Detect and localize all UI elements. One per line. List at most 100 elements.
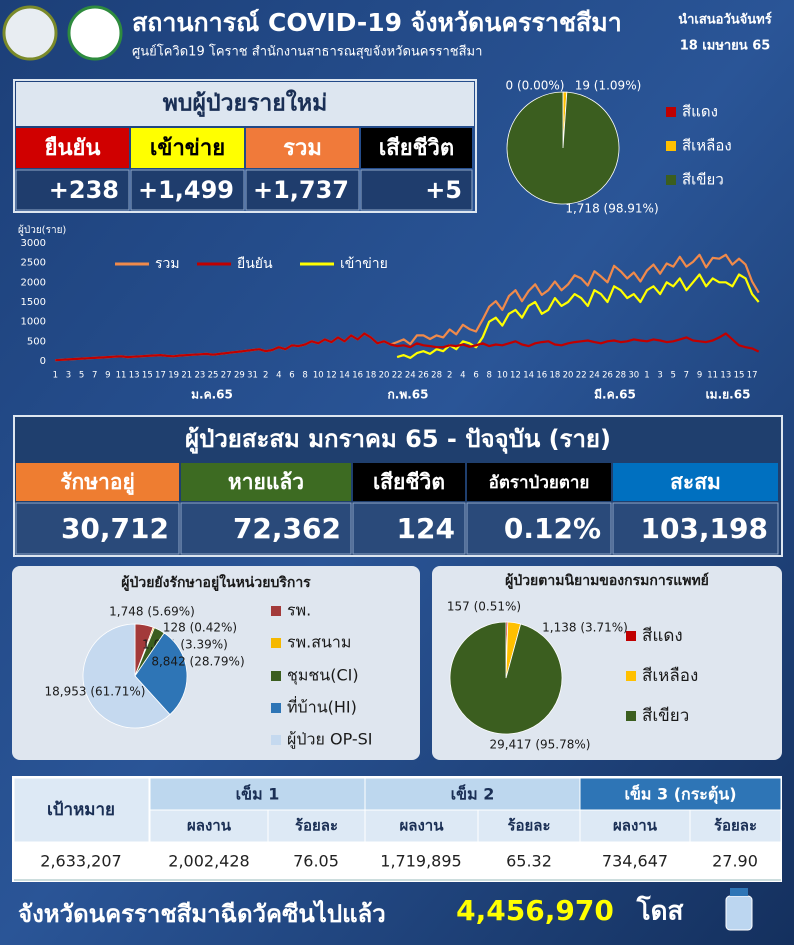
legend-label: รพ.สนาม bbox=[287, 633, 351, 652]
x-tick-label: 5 bbox=[79, 371, 84, 381]
slice-label: 8,842 (28.79%) bbox=[151, 655, 244, 669]
legend-swatch bbox=[271, 671, 281, 681]
y-tick-label: 1000 bbox=[21, 317, 46, 328]
x-tick-label: 23 bbox=[195, 371, 206, 381]
sub-header bbox=[149, 809, 269, 843]
y-tick-label: 2000 bbox=[21, 277, 46, 288]
x-tick-label: 2 bbox=[263, 371, 268, 381]
dose-label: เข็ม 3 (กระตุ้น) bbox=[624, 783, 736, 805]
sub-header-label: ร้อยละ bbox=[507, 817, 550, 835]
x-tick-label: 21 bbox=[181, 371, 192, 381]
x-tick-label: 13 bbox=[129, 371, 140, 381]
subtitle: ศูนย์โควิด19 โคราช สำนักงานสาธารณสุขจังห… bbox=[132, 44, 482, 60]
legend-swatch bbox=[271, 606, 281, 616]
x-tick-label: 18 bbox=[550, 371, 561, 381]
x-tick-label: 29 bbox=[234, 371, 245, 381]
x-tick-label: 1 bbox=[644, 371, 649, 381]
slice-label: 128 (0.42%) bbox=[163, 621, 237, 635]
legend-label: รวม bbox=[155, 256, 180, 272]
vaccine-value: 76.05 bbox=[293, 852, 339, 871]
legend-label: รพ. bbox=[287, 601, 311, 620]
slice-label: 1,748 (5.69%) bbox=[109, 605, 195, 619]
vaccine-value: 1,719,895 bbox=[380, 852, 461, 871]
footer-unit: โดส bbox=[636, 895, 684, 927]
header-cell bbox=[361, 128, 472, 168]
cumulative-title: ผู้ป่วยสะสม มกราคม 65 - ปัจจุบัน (ราย) bbox=[185, 425, 611, 455]
slice-label: 29,417 (95.78%) bbox=[490, 738, 591, 752]
x-tick-label: 3 bbox=[657, 371, 662, 381]
value-cell bbox=[130, 169, 245, 211]
y-tick-label: 500 bbox=[27, 336, 46, 347]
y-tick-label: 2500 bbox=[21, 258, 46, 269]
value-label: 124 bbox=[397, 512, 455, 545]
x-tick-label: 27 bbox=[221, 371, 232, 381]
dose-header bbox=[364, 777, 581, 811]
y-tick-label: 0 bbox=[40, 356, 46, 367]
dose-label: เข็ม 2 bbox=[451, 783, 495, 804]
legend-label: เข้าข่าย bbox=[340, 256, 388, 272]
header-cell bbox=[246, 128, 359, 168]
target-header bbox=[13, 777, 150, 843]
legend-label: สีเขียว bbox=[642, 706, 689, 726]
x-tick-label: 28 bbox=[431, 371, 442, 381]
value-label: +5 bbox=[425, 176, 462, 204]
legend-label: ยืนยัน bbox=[237, 256, 273, 272]
x-tick-label: 10 bbox=[497, 371, 508, 381]
x-tick-label: 15 bbox=[734, 371, 745, 381]
x-tick-label: 6 bbox=[473, 371, 478, 381]
legend-swatch bbox=[666, 175, 676, 185]
date: 18 เมษายน 65 bbox=[680, 39, 771, 54]
dose-header bbox=[579, 777, 782, 811]
x-tick-label: 24 bbox=[405, 371, 416, 381]
footer-text: จังหวัดนครราชสีมาฉีดวัคซีนไปแล้ว bbox=[18, 899, 386, 928]
x-tick-label: 14 bbox=[523, 371, 534, 381]
x-tick-label: 12 bbox=[510, 371, 521, 381]
x-tick-label: 24 bbox=[589, 371, 600, 381]
header-label: หายแล้ว bbox=[228, 470, 304, 494]
header-cell bbox=[613, 463, 778, 501]
x-tick-label: 31 bbox=[247, 371, 258, 381]
x-tick-label: 4 bbox=[460, 371, 465, 381]
header-label: สะสม bbox=[670, 470, 721, 494]
x-tick-label: 17 bbox=[747, 371, 758, 381]
x-tick-label: 22 bbox=[576, 371, 587, 381]
dose-label: เข็ม 1 bbox=[236, 783, 280, 804]
sub-header bbox=[689, 809, 782, 843]
vaccine-icon bbox=[725, 895, 753, 931]
header-label: เข้าข่าย bbox=[150, 136, 225, 161]
x-tick-label: 17 bbox=[155, 371, 166, 381]
legend-label: สีเขียว bbox=[682, 171, 724, 189]
x-tick-label: 26 bbox=[418, 371, 429, 381]
x-tick-label: 12 bbox=[326, 371, 337, 381]
value-label: 72,362 bbox=[233, 512, 341, 545]
x-tick-label: 14 bbox=[339, 371, 350, 381]
legend-swatch bbox=[666, 107, 676, 117]
x-tick-label: 7 bbox=[92, 371, 97, 381]
x-tick-label: 20 bbox=[379, 371, 390, 381]
legend-label: ชุมชน(CI) bbox=[287, 666, 359, 686]
target-header-label: เป้าหมาย bbox=[47, 800, 115, 820]
sub-header bbox=[579, 809, 691, 843]
header-cell bbox=[16, 128, 129, 168]
x-tick-label: 13 bbox=[720, 371, 731, 381]
value-label: 0.12% bbox=[504, 512, 601, 545]
slice-label: 19 (1.09%) bbox=[575, 79, 642, 93]
x-tick-label: 8 bbox=[302, 371, 307, 381]
sub-header-label: ร้อยละ bbox=[295, 817, 338, 835]
x-tick-label: 3 bbox=[66, 371, 71, 381]
legend-swatch bbox=[271, 638, 281, 648]
chart-title: ผู้ป่วยตามนิยามของกรมการแพทย์ bbox=[505, 572, 709, 589]
value-cell bbox=[245, 169, 360, 211]
presented: นำเสนอวันจันทร์ bbox=[678, 12, 772, 28]
legend-label: สีเหลือง bbox=[682, 137, 732, 155]
value-label: +1,737 bbox=[253, 176, 349, 204]
pie-slice bbox=[134, 632, 188, 716]
vaccine-value: 734,647 bbox=[602, 852, 668, 871]
x-tick-label: 19 bbox=[168, 371, 179, 381]
sub-header-label: ร้อยละ bbox=[714, 817, 757, 835]
legend-swatch bbox=[626, 631, 636, 641]
x-tick-label: 18 bbox=[365, 371, 376, 381]
x-tick-label: 2 bbox=[447, 371, 452, 381]
y-tick-label: 1500 bbox=[21, 297, 46, 308]
x-tick-label: 10 bbox=[313, 371, 324, 381]
